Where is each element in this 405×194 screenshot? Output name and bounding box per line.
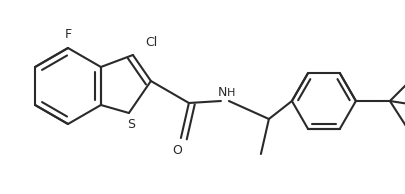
Text: Cl: Cl (145, 36, 157, 49)
Text: N: N (217, 87, 227, 100)
Text: F: F (64, 29, 71, 42)
Text: O: O (172, 144, 181, 157)
Text: S: S (127, 119, 134, 132)
Text: H: H (226, 88, 234, 98)
